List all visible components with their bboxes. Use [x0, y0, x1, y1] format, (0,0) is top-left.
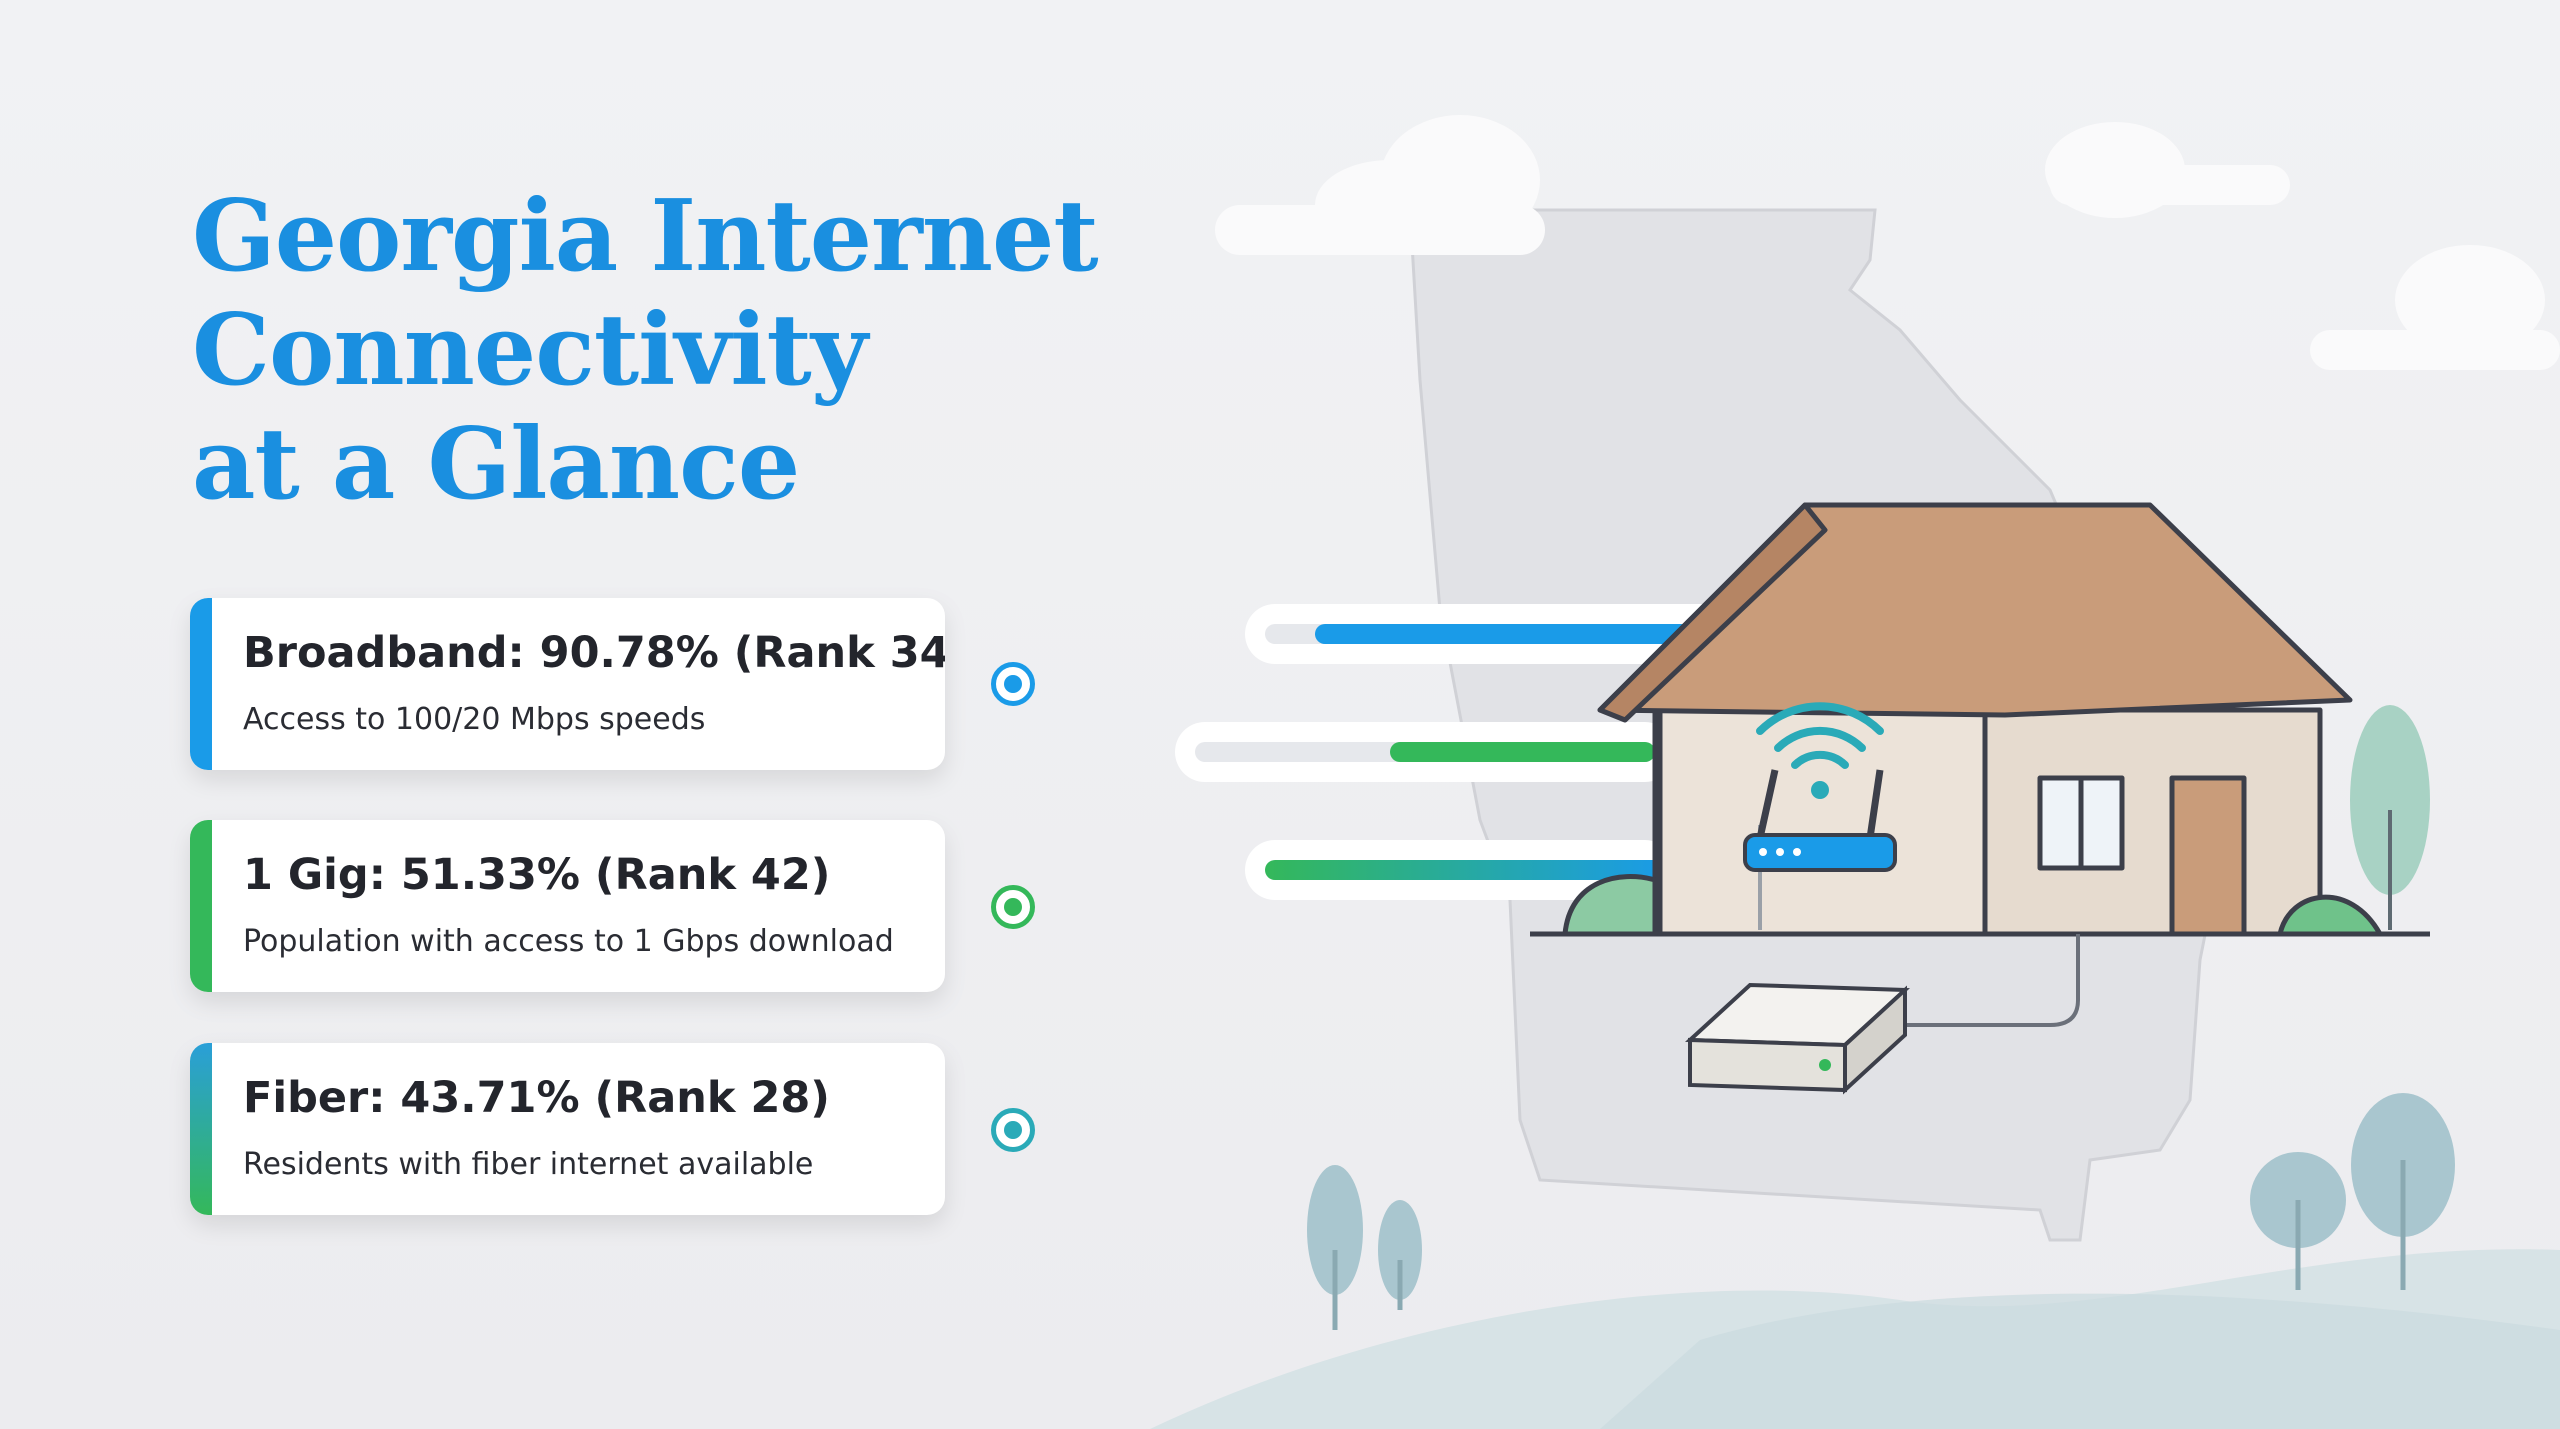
- stat-heading: Fiber: 43.71% (Rank 28): [243, 1073, 830, 1123]
- target-dot-icon: [991, 662, 1035, 706]
- accent-bar: [190, 820, 212, 992]
- page-title: Georgia Internet Connectivity at a Glanc…: [192, 179, 1099, 522]
- modem-icon: [1685, 934, 2080, 1095]
- cloud-icon: [1215, 115, 2560, 370]
- wifi-router-icon: [1743, 702, 1897, 930]
- accent-bar: [190, 1043, 212, 1215]
- target-dot-icon: [991, 1108, 1035, 1152]
- accent-bar: [190, 598, 212, 770]
- hills-back: [1600, 1293, 2560, 1429]
- title-line: Connectivity: [192, 293, 868, 408]
- title-line: Georgia Internet: [192, 179, 1099, 294]
- stat-card-1gig: 1 Gig: 51.33% (Rank 42) Population with …: [190, 820, 945, 992]
- title-line: at a Glance: [192, 407, 800, 522]
- stat-card-broadband: Broadband: 90.78% (Rank 34) Access to 10…: [190, 598, 945, 770]
- stat-subtext: Residents with fiber internet available: [243, 1147, 814, 1182]
- stat-heading: 1 Gig: 51.33% (Rank 42): [243, 850, 831, 900]
- stat-subtext: Population with access to 1 Gbps downloa…: [243, 924, 894, 959]
- house-illustration: [1530, 502, 2430, 937]
- stat-card-fiber: Fiber: 43.71% (Rank 28) Residents with f…: [190, 1043, 945, 1215]
- stat-subtext: Access to 100/20 Mbps speeds: [243, 702, 706, 737]
- speed-bars: [1175, 604, 1735, 900]
- target-dot-icon: [991, 885, 1035, 929]
- tree-icon: [1307, 705, 2455, 1330]
- stat-heading: Broadband: 90.78% (Rank 34): [243, 628, 945, 678]
